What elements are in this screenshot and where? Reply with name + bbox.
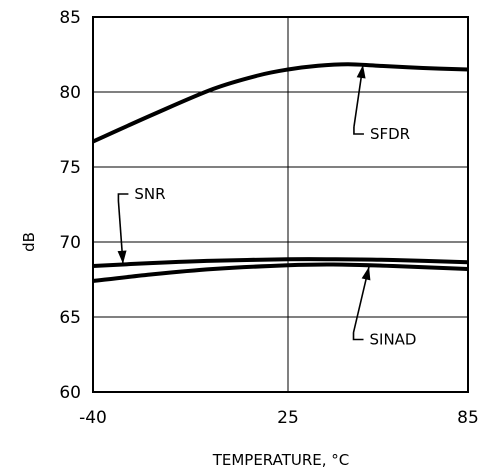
snr-annotation-bracket [117, 193, 129, 201]
y-tick-label: 80 [59, 83, 81, 103]
series-lines [92, 62, 469, 283]
grid [93, 17, 468, 392]
x-tick-label: 25 [277, 408, 299, 428]
tick-labels: 60 65 70 75 80 85 -40 25 85 [59, 8, 478, 428]
y-tick-label: 60 [59, 383, 81, 403]
series-line-sfdr [92, 62, 469, 144]
series-line-snr [92, 257, 469, 268]
x-tick-label: -40 [79, 408, 107, 428]
series-line-sinad [92, 262, 469, 283]
sfdr-annotation-arrowhead [356, 65, 366, 79]
sinad-annotation-arrowhead [361, 266, 371, 281]
sfdr-annotation-bracket [353, 127, 364, 135]
y-tick-label: 70 [59, 233, 81, 253]
sinad-annotation-label: SINAD [370, 331, 417, 349]
x-tick-label: 85 [457, 408, 479, 428]
y-tick-label: 75 [59, 158, 81, 178]
annotations: SFDR SNR SINAD [117, 64, 417, 349]
sinad-annotation-bracket [352, 332, 364, 341]
plot-frame [92, 16, 469, 393]
x-axis-label: TEMPERATURE, °C [212, 451, 350, 469]
y-axis-label: dB [20, 232, 38, 252]
y-tick-label: 85 [59, 8, 81, 28]
y-tick-label: 65 [59, 308, 81, 328]
sfdr-annotation-label: SFDR [370, 125, 410, 143]
snr-annotation-arrowhead [117, 250, 127, 264]
snr-annotation-label: SNR [134, 185, 165, 203]
